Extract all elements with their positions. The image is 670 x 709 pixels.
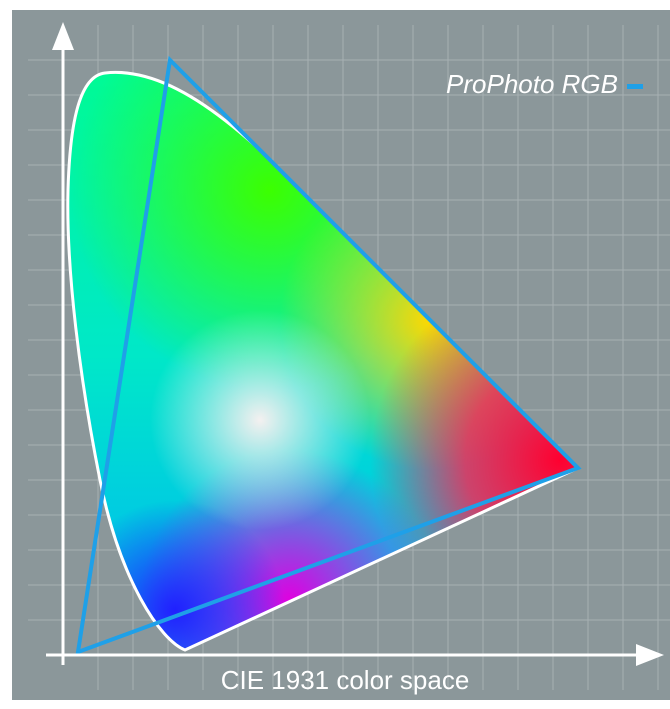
page: ProPhoto RGB CIE 1931 color space (() =>… — [0, 0, 670, 709]
legend-label: ProPhoto RGB — [446, 69, 618, 99]
caption: CIE 1931 color space — [221, 665, 470, 695]
diagram: ProPhoto RGB CIE 1931 color space — [0, 0, 670, 709]
legend-swatch — [627, 84, 643, 89]
